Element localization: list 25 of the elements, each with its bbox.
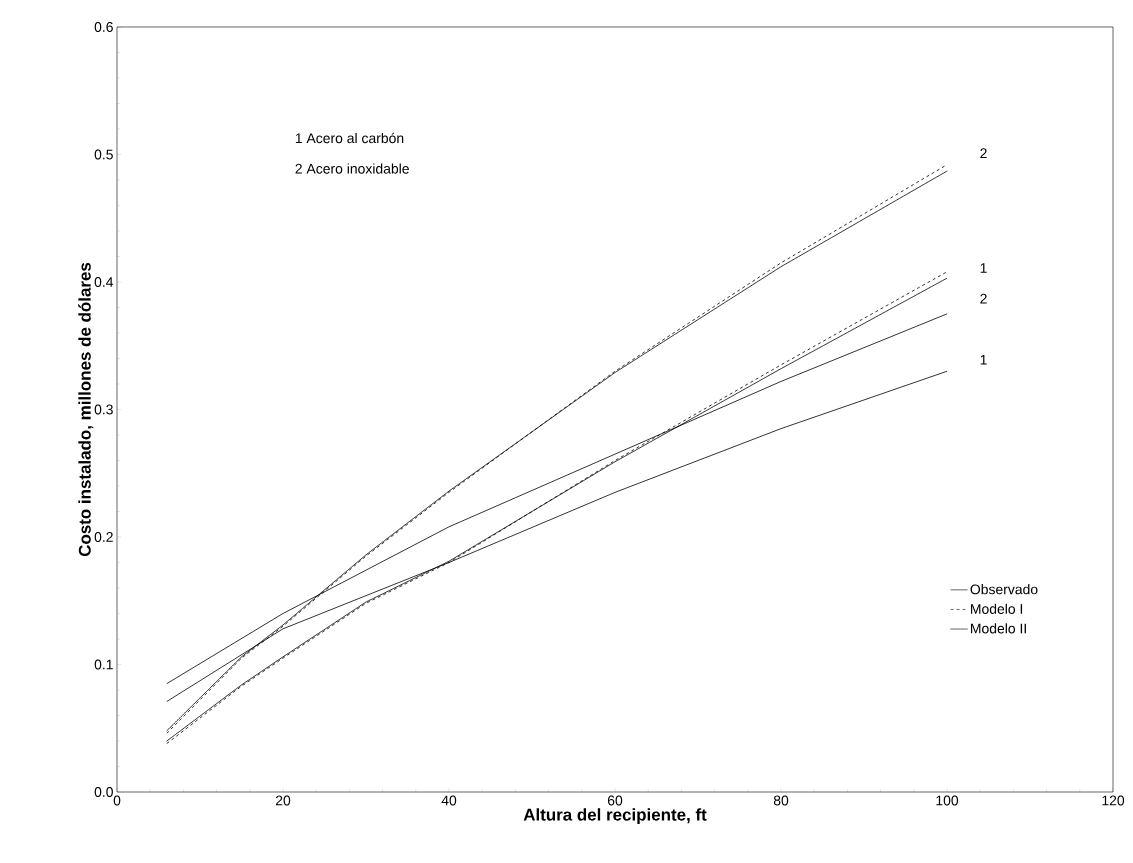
x-tick-label: 80 (773, 795, 789, 806)
legend-label: Modelo II (971, 623, 1026, 634)
x-tick-label: 120 (1102, 795, 1125, 806)
y-tick-label: 0.0 (94, 787, 113, 797)
annotation: 1 (980, 354, 987, 365)
annotation: 2 Acero inoxidable (295, 163, 409, 174)
y-tick-label: 0.2 (94, 532, 113, 542)
y-tick-label: 0.5 (94, 149, 113, 160)
legend-label: Modelo I (971, 603, 1023, 614)
annotation: 2 (980, 148, 987, 159)
y-tick-label: 0.1 (94, 659, 113, 670)
y-tick-label: 0.3 (94, 404, 113, 415)
y-axis-title: Costo instalado, millones de dólares (78, 262, 94, 557)
x-tick-label: 0 (113, 795, 121, 806)
annotation: 2 (980, 293, 987, 304)
x-axis-title: Altura del recipiente, ft (523, 808, 707, 825)
x-tick-label: 20 (275, 795, 291, 806)
x-tick-label: 60 (607, 795, 623, 806)
annotation: 1 Acero al carbón (295, 132, 404, 144)
annotation: 1 (980, 263, 987, 273)
y-tick-label: 0.6 (94, 22, 113, 32)
x-tick-label: 40 (441, 795, 457, 806)
y-tick-label: 0.4 (94, 277, 114, 287)
x-tick-label: 100 (936, 795, 959, 806)
legend-label: Observado (970, 584, 1038, 595)
